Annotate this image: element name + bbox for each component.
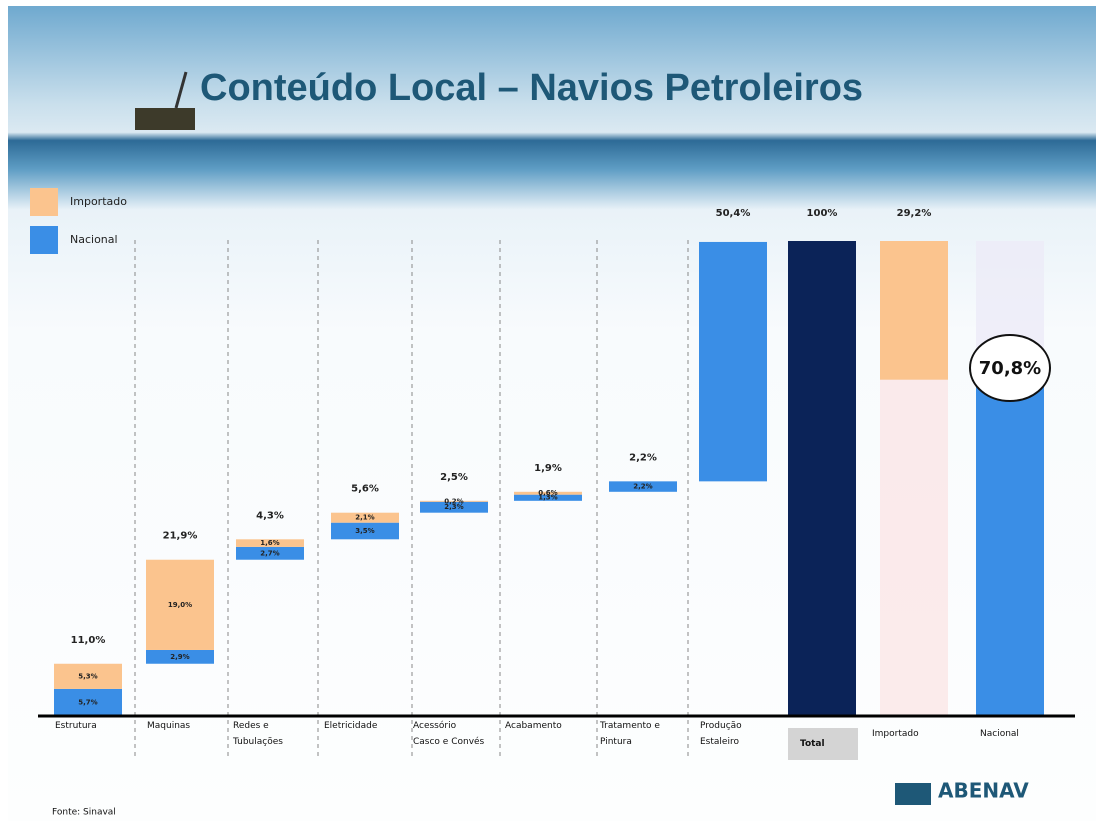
bar [788, 241, 856, 716]
segment-label: 0,6% [538, 489, 557, 497]
segment-label: 19,0% [168, 601, 192, 609]
chart: Conteúdo Local – Navios Petroleiros Font… [0, 0, 1104, 829]
total-label: 100% [807, 208, 838, 219]
legend-label: Nacional [70, 233, 118, 246]
bar-segment [699, 242, 767, 481]
x-tick-label: Acessório Casco e Convés [413, 718, 485, 750]
segment-label: 2,1% [355, 514, 374, 522]
total-label: 21,9% [163, 531, 198, 542]
x-tick-label: Produção Estaleiro [700, 718, 772, 750]
logo: ABENAV [938, 779, 1029, 803]
x-tick-label: Acabamento [505, 718, 577, 734]
x-tick-label: Maquinas [147, 718, 219, 734]
source: Fonte: Sinaval [52, 808, 116, 818]
segment-label: 5,7% [78, 698, 97, 706]
total-label: 70,8% [979, 358, 1041, 379]
x-tick-label: Tratamento e Pintura [600, 718, 672, 750]
segment-label: 2,2% [633, 483, 652, 491]
total-label: 50,4% [716, 208, 751, 219]
logo-icon [895, 783, 931, 805]
segment-label: 2,9% [170, 653, 189, 661]
slide: Conteúdo Local – Navios Petroleiros Font… [0, 0, 1104, 829]
total-label: 2,5% [440, 472, 468, 483]
total-label: 11,0% [71, 635, 106, 646]
total-label: 29,2% [897, 208, 932, 219]
x-tick-label: Redes e Tubulações [233, 718, 305, 750]
legend-label: Importado [70, 195, 127, 208]
total-label: 5,6% [351, 484, 379, 495]
segment-label: 1,6% [260, 539, 279, 547]
segment-label: 3,5% [355, 527, 374, 535]
x-tick-label: Total [800, 736, 872, 752]
segment-label: 2,7% [260, 549, 279, 557]
x-tick-label: Importado [872, 726, 944, 742]
total-label: 1,9% [534, 463, 562, 474]
segment-label: 5,3% [78, 672, 97, 680]
segment-label: 0,2% [444, 497, 463, 505]
legend-swatch [30, 188, 58, 216]
legend-swatch [30, 226, 58, 254]
ship-icon [135, 108, 195, 130]
total-label: 4,3% [256, 510, 284, 521]
bar [880, 241, 948, 380]
x-tick-label: Nacional [980, 726, 1052, 742]
total-label: 2,2% [629, 452, 657, 463]
x-tick-label: Eletricidade [324, 718, 396, 734]
bar [976, 380, 1044, 716]
chart-title: Conteúdo Local – Navios Petroleiros [200, 67, 863, 109]
x-tick-label: Estrutura [55, 718, 127, 734]
page: {"chart_data": { "type": "waterfall", "t… [0, 0, 1104, 829]
